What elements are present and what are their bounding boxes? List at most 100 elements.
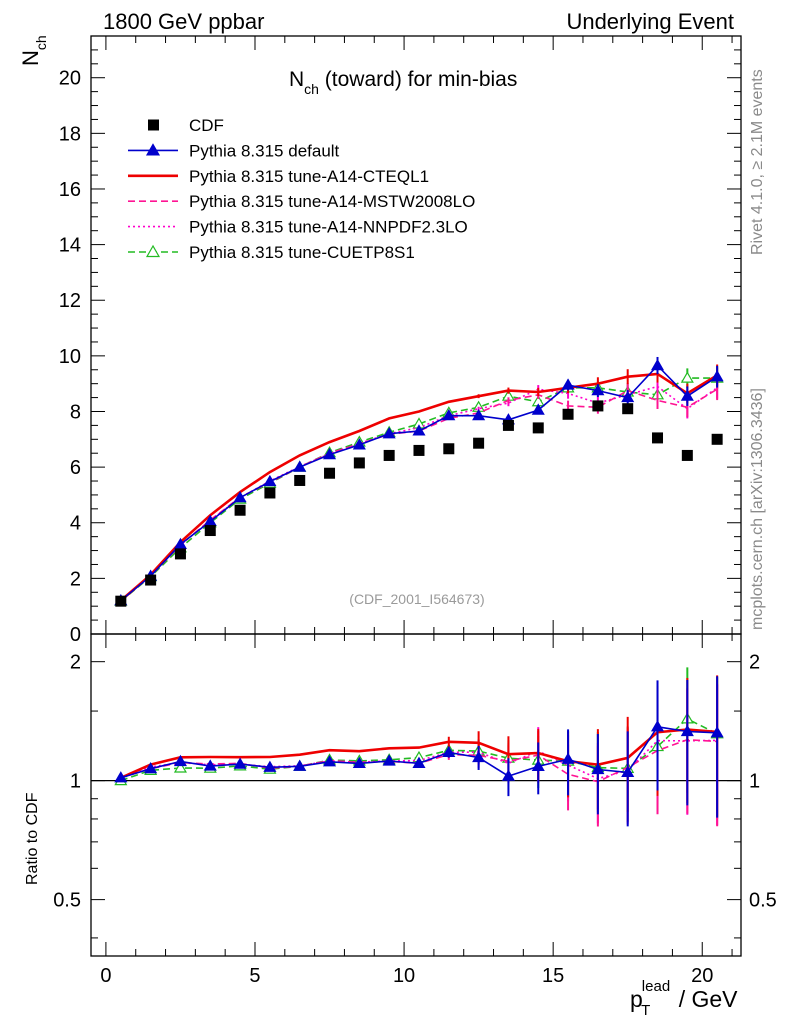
ratio-point-0 <box>382 754 396 766</box>
main-point-0 <box>233 491 247 503</box>
ratio-point-0 <box>650 720 665 732</box>
ratio-point-0 <box>561 752 575 764</box>
y-tick-label: 16 <box>59 179 81 201</box>
ratio-point-0 <box>472 750 486 763</box>
ratio-point-0 <box>144 761 158 774</box>
plot-title: Nch (toward) for min-bias <box>289 68 517 97</box>
ratio-tick-label-right: 1 <box>749 771 760 793</box>
analysis-id: (CDF_2001_I564673) <box>349 591 484 607</box>
ratio-plot-data <box>91 667 741 827</box>
cdf-data-point <box>652 432 664 444</box>
main-point-0 <box>561 378 575 390</box>
y-tick-label: 6 <box>70 457 81 479</box>
main-point-0 <box>591 383 605 396</box>
main-point-0 <box>531 403 545 415</box>
ratio-point-0 <box>501 769 515 781</box>
y-tick-label: 10 <box>59 346 81 368</box>
ratio-point-0 <box>263 760 277 772</box>
main-point-4 <box>680 371 694 383</box>
cdf-data-point <box>711 433 723 445</box>
ratio-y-axis-label: Ratio to CDF <box>24 792 41 885</box>
cdf-data-point <box>473 437 485 449</box>
y-tick-label: 2 <box>70 568 81 590</box>
ratio-point-0 <box>531 759 545 772</box>
ratio-line-1 <box>120 728 718 779</box>
ratio-point-0 <box>173 754 187 767</box>
main-point-0 <box>322 447 337 460</box>
legend: CDF Pythia 8.315 default Pythia 8.315 tune… <box>128 116 475 262</box>
main-point-0 <box>621 390 635 403</box>
cdf-data-point <box>115 595 127 607</box>
x-tick-label: 20 <box>691 965 713 987</box>
x-tick-label: 10 <box>393 965 415 987</box>
ratio-point-0 <box>352 756 366 769</box>
ratio-tick-label-left: 0.5 <box>53 890 81 912</box>
cdf-data-point <box>174 548 186 560</box>
cdf-data-point <box>353 457 365 469</box>
cdf-data-point <box>145 574 157 586</box>
legend-marker-0 <box>145 143 161 156</box>
cdf-data-point <box>622 403 634 415</box>
legend-label-2: Pythia 8.315 tune-A14-MSTW2008LO <box>189 192 475 211</box>
process-label: Underlying Event <box>566 9 734 34</box>
ratio-tick-label-right: 0.5 <box>749 890 777 912</box>
ratio-tick-label-left: 1 <box>70 771 81 793</box>
ratio-point-0 <box>412 756 426 768</box>
y-tick-label: 0 <box>70 624 81 646</box>
x-tick-label: 0 <box>100 965 111 987</box>
legend-label-4: Pythia 8.315 tune-CUETP8S1 <box>189 243 415 262</box>
y-tick-label: 8 <box>70 401 81 423</box>
x-tick-label: 5 <box>249 965 260 987</box>
main-point-0 <box>412 424 426 436</box>
main-line-1 <box>119 372 718 602</box>
legend-label-1: Pythia 8.315 tune-A14-CTEQL1 <box>189 167 429 186</box>
cdf-data-point <box>264 487 276 499</box>
legend-marker-4 <box>145 244 161 258</box>
y-axis-label: Nch <box>18 35 49 66</box>
ratio-point-4 <box>173 761 187 773</box>
main-point-0 <box>293 460 307 472</box>
x-tick-label: 15 <box>542 965 564 987</box>
main-line-2 <box>120 388 718 602</box>
main-point-0 <box>650 358 665 371</box>
cdf-data-point <box>413 444 425 456</box>
y-tick-label: 18 <box>59 123 81 145</box>
y-tick-label: 12 <box>59 290 81 312</box>
legend-label-3: Pythia 8.315 tune-A14-NNPDF2.3LO <box>189 218 468 237</box>
cdf-data-point <box>532 422 544 434</box>
energy-label: 1800 GeV ppbar <box>103 9 264 34</box>
ratio-tick-label-right: 2 <box>749 652 760 674</box>
main-point-0 <box>680 389 694 401</box>
y-tick-label: 4 <box>70 513 81 535</box>
ratio-point-0 <box>203 759 217 771</box>
ratio-point-0 <box>591 762 605 775</box>
cdf-data-point <box>294 474 306 486</box>
main-plot-data <box>114 356 724 607</box>
ratio-plot-frame <box>90 633 742 957</box>
ratio-point-0 <box>621 765 635 777</box>
rivet-label: Rivet 4.1.0, ≥ 2.1M events <box>749 69 766 255</box>
ratio-point-0 <box>233 757 247 769</box>
main-point-0 <box>263 474 277 487</box>
cdf-data-point <box>443 443 455 455</box>
legend-label-0: Pythia 8.315 default <box>189 141 340 160</box>
ratio-point-0 <box>293 759 307 771</box>
legend-marker-cdf <box>148 119 159 131</box>
cdf-data-point <box>234 504 246 516</box>
cdf-data-point <box>592 400 604 412</box>
legend-label-cdf: CDF <box>189 116 224 135</box>
main-point-0 <box>442 408 456 421</box>
ratio-point-0 <box>114 771 128 783</box>
main-point-0 <box>710 370 724 382</box>
y-tick-label: 20 <box>59 68 81 90</box>
cdf-data-point <box>681 449 693 461</box>
ratio-point-0 <box>322 755 337 767</box>
ratio-point-0 <box>710 726 724 738</box>
ratio-point-0 <box>442 745 456 758</box>
main-point-0 <box>352 438 366 450</box>
y-tick-label: 14 <box>59 235 81 257</box>
cdf-data-point <box>204 525 216 537</box>
